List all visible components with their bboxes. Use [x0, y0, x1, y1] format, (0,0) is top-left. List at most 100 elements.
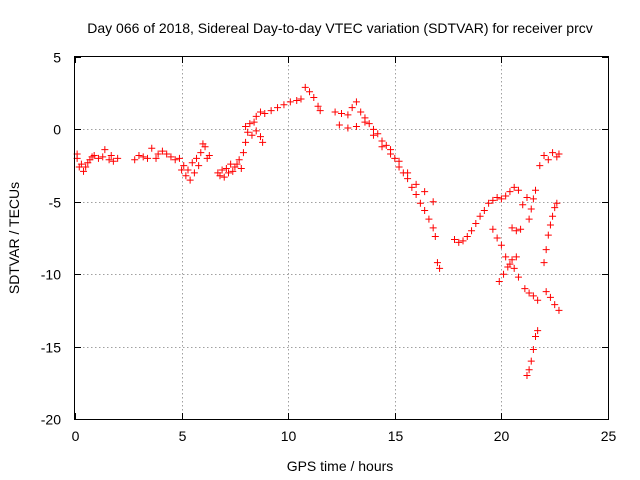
data-point — [335, 121, 343, 129]
series-seg-r — [540, 199, 561, 267]
plot-frame — [74, 56, 609, 420]
data-point — [429, 224, 437, 232]
axis-ticks: 0 5 10 15 20 25 5 0 -5 -10 -15 -20 — [41, 50, 617, 445]
data-point — [546, 221, 554, 229]
data-point — [542, 246, 550, 254]
data-point — [497, 241, 505, 249]
series-seg-h — [250, 83, 324, 126]
data-point — [227, 160, 235, 168]
data-point — [252, 127, 260, 135]
data-point — [436, 264, 444, 272]
data-point — [225, 169, 233, 177]
y-tick-label: 0 — [53, 122, 61, 138]
data-point — [510, 264, 518, 272]
data-point — [344, 124, 352, 132]
data-point — [514, 186, 522, 194]
data-point — [167, 153, 175, 161]
data-point — [252, 112, 260, 120]
data-point — [188, 159, 196, 167]
data-point — [107, 151, 115, 159]
series-seg-c — [101, 146, 115, 159]
data-point — [508, 256, 516, 264]
data-point — [404, 169, 412, 177]
data-point — [489, 225, 497, 233]
data-point — [527, 357, 535, 365]
data-point — [344, 111, 352, 119]
data-point — [357, 108, 365, 116]
data-point — [246, 120, 254, 128]
x-tick-label: 15 — [388, 428, 404, 444]
data-points — [73, 83, 563, 380]
data-point — [519, 201, 527, 209]
data-point — [512, 227, 520, 235]
data-point — [297, 95, 305, 103]
series-seg-o — [521, 285, 542, 304]
x-tick-label: 5 — [179, 428, 187, 444]
data-point — [139, 153, 147, 161]
data-point — [94, 154, 102, 162]
data-point — [408, 183, 416, 191]
data-point — [378, 143, 386, 151]
data-point — [497, 195, 505, 203]
data-point — [286, 98, 294, 106]
data-point — [549, 212, 557, 220]
data-point — [186, 176, 194, 184]
data-point — [416, 199, 424, 207]
data-point — [182, 172, 190, 180]
series-seg-b — [73, 150, 96, 175]
data-point — [310, 94, 318, 102]
data-point — [293, 96, 301, 104]
data-point — [529, 292, 537, 300]
data-point — [75, 163, 83, 171]
data-point — [154, 150, 162, 158]
data-point — [244, 128, 252, 136]
data-point — [489, 196, 497, 204]
data-point — [180, 162, 188, 170]
series-seg-s — [540, 149, 563, 164]
data-point — [425, 215, 433, 223]
data-point — [421, 188, 429, 196]
data-point — [352, 123, 360, 131]
series-seg-t — [542, 288, 563, 314]
data-point — [250, 118, 258, 126]
data-point — [493, 193, 501, 201]
data-point — [233, 160, 241, 168]
x-tick-label: 25 — [601, 428, 617, 444]
data-point — [412, 180, 420, 188]
data-point — [450, 235, 458, 243]
data-point — [534, 327, 542, 335]
data-point — [222, 164, 230, 172]
data-point — [551, 204, 559, 212]
data-point — [502, 253, 510, 261]
data-point — [459, 237, 467, 245]
data-point — [301, 83, 309, 91]
data-point — [555, 306, 563, 314]
data-point — [114, 154, 122, 162]
data-point — [365, 120, 373, 128]
data-point — [523, 372, 531, 380]
data-point — [527, 205, 535, 213]
data-point — [472, 220, 480, 228]
data-point — [361, 118, 369, 126]
x-axis-label: GPS time / hours — [287, 458, 394, 474]
data-point — [523, 193, 531, 201]
data-point — [171, 156, 179, 164]
data-point — [387, 150, 395, 158]
data-point — [267, 107, 275, 115]
data-point — [239, 149, 247, 157]
data-point — [504, 263, 512, 271]
data-point — [316, 107, 324, 115]
data-point — [421, 206, 429, 214]
data-point — [148, 144, 156, 152]
data-point — [82, 163, 90, 171]
series-seg-l — [489, 225, 522, 281]
series-seg-j — [335, 118, 437, 206]
data-point — [508, 224, 516, 232]
data-point — [534, 296, 542, 304]
data-point — [433, 259, 441, 267]
data-point — [331, 108, 339, 116]
data-point — [455, 238, 463, 246]
data-point — [306, 88, 314, 96]
data-point — [369, 131, 377, 139]
data-point — [184, 166, 192, 174]
